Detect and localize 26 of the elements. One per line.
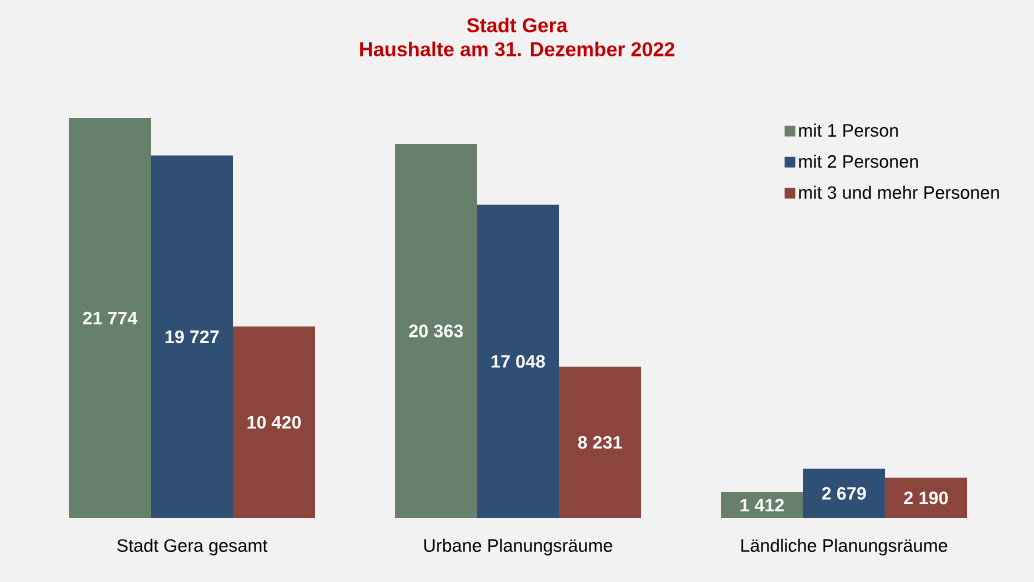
data-label: 2 679 <box>822 487 866 500</box>
bar <box>885 477 968 518</box>
bar <box>233 326 316 518</box>
bar <box>151 155 233 518</box>
legend-label: mit 3 und mehr Personen <box>799 185 999 199</box>
bar <box>477 204 560 518</box>
bar <box>721 492 804 518</box>
bar <box>559 366 642 518</box>
bar <box>395 143 478 518</box>
data-label: 2 190 <box>904 491 948 505</box>
x-tick-label: Ländliche Planungsräume <box>741 538 948 556</box>
legend-label: mit 1 Person <box>799 123 898 137</box>
data-label: 19 727 <box>165 330 219 344</box>
x-tick-label: Urbane Planungsräume <box>424 538 613 556</box>
data-label: 17 048 <box>491 355 545 368</box>
bar <box>69 118 151 518</box>
data-label: 8 231 <box>578 436 623 449</box>
data-label: 20 363 <box>409 324 463 338</box>
x-tick-label: Stadt Gera gesamt <box>117 538 268 556</box>
bar <box>803 468 886 518</box>
data-label: 21 774 <box>83 311 138 325</box>
chart-title: Stadt Gera <box>467 17 568 33</box>
chart-subtitle: Haushalte am 31. Dezember 2022 <box>360 41 675 57</box>
data-label: 1 412 <box>740 498 784 512</box>
data-label: 10 420 <box>247 415 301 429</box>
legend-label: mit 2 Personen <box>799 154 918 168</box>
